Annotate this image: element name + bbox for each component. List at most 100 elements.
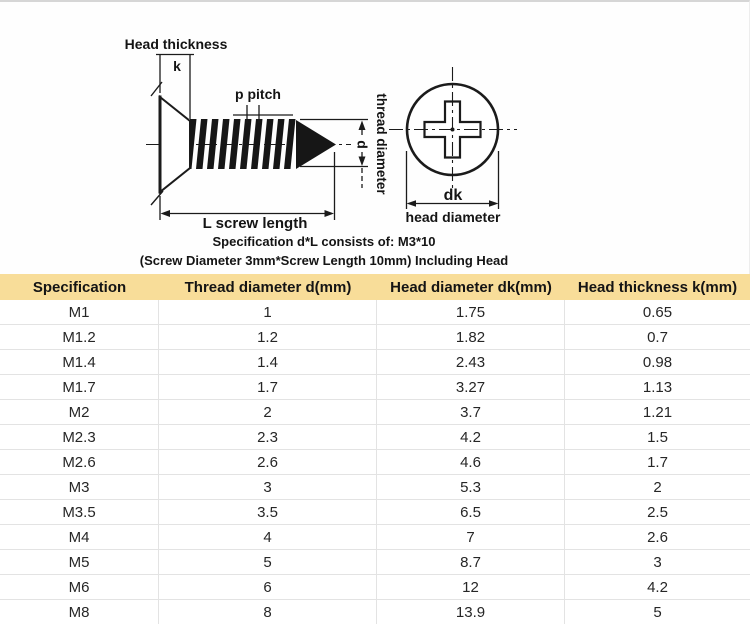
table-row: M5 5 8.7 3: [0, 550, 750, 575]
head-diameter-cell: 12: [377, 575, 565, 599]
thread-diameter-cell: 6: [159, 575, 377, 599]
thread-diameter-cell: 5: [159, 550, 377, 574]
screw-thread-shape: [190, 119, 296, 169]
spec-caption-line1: Specification d*L consists of: M3*10: [212, 234, 436, 249]
header-specification: Specification: [32, 278, 127, 296]
table-body: M1 1 1.75 0.65 M1.2 1.2 1.82 0.7 M1.4 1.…: [0, 300, 750, 624]
length-extension-lines: [159, 152, 336, 220]
thread-diameter-cell: 2.6: [159, 450, 377, 474]
dk-arrow-left: [406, 200, 416, 207]
table-row: M4 4 7 2.6: [0, 525, 750, 550]
head-thickness-label: Head thickness: [125, 36, 228, 52]
spec-cell: M1.4: [0, 350, 159, 374]
d-arrow-up: [358, 120, 366, 130]
top-view: dk head diameter: [389, 67, 517, 225]
d-label: d: [355, 140, 371, 149]
thread-diameter-cell: 2.3: [159, 425, 377, 449]
p-pitch-label: p pitch: [235, 86, 281, 102]
header-head-thickness: Head thickness k(mm): [577, 278, 738, 296]
head-thickness-cell: 2.6: [647, 528, 668, 546]
head-thickness-cell: 0.98: [642, 353, 673, 371]
head-diameter-cell: 3.7: [377, 400, 565, 424]
screw-head-shape: [159, 94, 191, 195]
head-diameter-cell: 1.82: [377, 325, 565, 349]
spec-cell: M6: [0, 575, 159, 599]
head-thickness-cell: 1.21: [642, 403, 673, 421]
head-diameter-cell: 1.75: [377, 300, 565, 324]
thread-diameter-label: thread diameter: [374, 93, 389, 195]
spec-caption-line2: (Screw Diameter 3mm*Screw Length 10mm) I…: [139, 253, 509, 268]
spec-cell: M2.6: [0, 450, 159, 474]
spec-cell: M8: [0, 600, 159, 624]
dk-extension-lines: [405, 151, 500, 209]
spec-cell: M2: [0, 400, 159, 424]
thread-diameter-cell: 1: [159, 300, 377, 324]
head-thickness-cell: 4.2: [647, 578, 668, 596]
table-row: M2.3 2.3 4.2 1.5: [0, 425, 750, 450]
table-row: M3 3 5.3 2: [0, 475, 750, 500]
head-thickness-cell: 1.13: [642, 378, 673, 396]
spec-cell: M5: [0, 550, 159, 574]
diagram-photo-area: Head thickness k p pitch thread diameter…: [0, 0, 750, 274]
thread-diameter-cell: 8: [159, 600, 377, 624]
spec-cell: M1.2: [0, 325, 159, 349]
screw-tip-shape: [296, 120, 336, 169]
head-diameter-cell: 8.7: [377, 550, 565, 574]
head-diameter-cell: 13.9: [377, 600, 565, 624]
table-row: M1.7 1.7 3.27 1.13: [0, 375, 750, 400]
head-diameter-cell: 6.5: [377, 500, 565, 524]
table-row: M1.2 1.2 1.82 0.7: [0, 325, 750, 350]
thread-diameter-cell: 3.5: [159, 500, 377, 524]
length-arrow-right: [324, 210, 334, 217]
spec-cell: M3: [0, 475, 159, 499]
k-label: k: [173, 58, 181, 74]
length-arrow-left: [160, 210, 170, 217]
table-row: M1.4 1.4 2.43 0.98: [0, 350, 750, 375]
screw-length-label: L screw length: [203, 215, 308, 232]
table-row: M2 2 3.7 1.21: [0, 400, 750, 425]
header-head-diameter: Head diameter dk(mm): [390, 278, 552, 296]
table-row: M6 6 12 4.2: [0, 575, 750, 600]
thread-diameter-cell: 1.7: [159, 375, 377, 399]
spec-cell: M3.5: [0, 500, 159, 524]
screw-diagram: Head thickness k p pitch thread diameter…: [125, 36, 517, 232]
thread-diameter-cell: 3: [159, 475, 377, 499]
header-thread-diameter: Thread diameter d(mm): [184, 278, 352, 296]
thread-diameter-cell: 4: [159, 525, 377, 549]
head-thickness-cell: 0.65: [642, 303, 673, 321]
head-diameter-cell: 2.43: [377, 350, 565, 374]
spec-cell: M2.3: [0, 425, 159, 449]
table-row: M3.5 3.5 6.5 2.5: [0, 500, 750, 525]
thread-diameter-cell: 1.4: [159, 350, 377, 374]
dk-label: dk: [444, 187, 463, 204]
spec-table: Specification Thread diameter d(mm) Head…: [0, 274, 750, 624]
thread-diameter-cell: 1.2: [159, 325, 377, 349]
head-diameter-cell: 5.3: [377, 475, 565, 499]
head-diameter-label: head diameter: [406, 209, 501, 225]
spec-cell: M1: [0, 300, 159, 324]
table-header-row: Specification Thread diameter d(mm) Head…: [0, 274, 750, 300]
table-row: M1 1 1.75 0.65: [0, 300, 750, 325]
head-thickness-cell: 1.5: [647, 428, 668, 446]
k-dimension-lines: [156, 53, 194, 119]
head-thickness-cell: 3: [653, 553, 662, 571]
head-diameter-cell: 7: [377, 525, 565, 549]
head-diameter-cell: 3.27: [377, 375, 565, 399]
pitch-dimension-lines: [233, 105, 293, 123]
head-thickness-cell: 2.5: [647, 503, 668, 521]
table-row: M8 8 13.9 5: [0, 600, 750, 624]
top-view-centerlines: [389, 67, 517, 191]
head-thickness-cell: 5: [653, 603, 662, 621]
d-arrow-down: [358, 156, 366, 166]
head-thickness-cell: 2: [653, 478, 662, 496]
side-view: Head thickness k p pitch thread diameter…: [125, 36, 389, 232]
head-thickness-cell: 1.7: [647, 453, 668, 471]
spec-cell: M4: [0, 525, 159, 549]
head-diameter-cell: 4.2: [377, 425, 565, 449]
table-row: M2.6 2.6 4.6 1.7: [0, 450, 750, 475]
spec-caption: Specification d*L consists of: M3*10 (Sc…: [3, 235, 645, 268]
spec-cell: M1.7: [0, 375, 159, 399]
head-diameter-cell: 4.6: [377, 450, 565, 474]
dk-arrow-right: [489, 200, 499, 207]
